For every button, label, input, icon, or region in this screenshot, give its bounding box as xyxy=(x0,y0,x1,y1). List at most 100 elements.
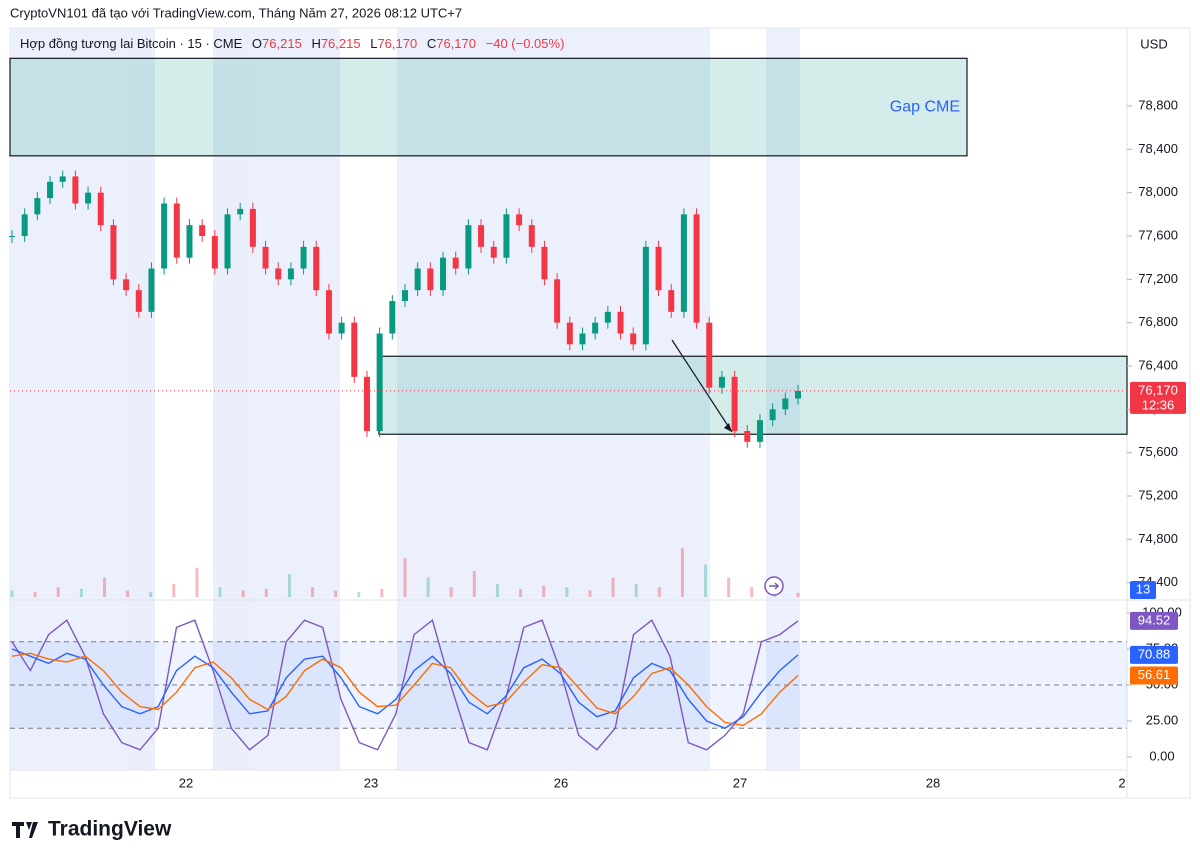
gap-box xyxy=(9,57,968,157)
legend: Hợp đồng tương lai Bitcoin · 15 · CME O7… xyxy=(20,36,564,51)
osc-line xyxy=(11,619,799,751)
candle xyxy=(693,214,700,323)
y-tick-label: 77,200 xyxy=(1138,271,1178,286)
x-tick-label: 22 xyxy=(179,775,193,790)
candle xyxy=(680,214,687,312)
candle xyxy=(161,203,168,269)
volume-bar xyxy=(380,588,384,597)
ohlc-value: 76,170 xyxy=(436,36,476,51)
candle xyxy=(47,181,54,199)
candle xyxy=(706,322,713,388)
candle xyxy=(795,390,801,399)
x-tick-label: 23 xyxy=(364,775,378,790)
candle xyxy=(59,176,66,182)
volume-bar xyxy=(172,584,176,597)
candle xyxy=(756,420,763,442)
candle xyxy=(668,290,675,312)
osc-tick-label: 25.00 xyxy=(1146,712,1179,727)
candle xyxy=(554,279,561,323)
zone-box xyxy=(378,355,1128,435)
y-tick-label: 74,800 xyxy=(1138,531,1178,546)
volume-badge xyxy=(1130,581,1156,599)
volume-bar xyxy=(634,584,638,597)
currency[interactable]: USD xyxy=(1140,36,1167,51)
candle xyxy=(516,214,523,226)
candle xyxy=(604,311,611,323)
candle xyxy=(617,311,624,334)
candle xyxy=(376,333,383,431)
candle xyxy=(579,333,586,345)
volume-bar xyxy=(10,590,14,597)
osc-badge xyxy=(1130,645,1178,664)
candle xyxy=(211,236,218,269)
osc-value-label: 70.88 xyxy=(1138,646,1171,661)
candle xyxy=(731,376,738,431)
candle xyxy=(313,246,320,291)
volume-bar xyxy=(657,587,661,597)
candle xyxy=(718,376,725,388)
change: −40 (−0.05%) xyxy=(486,36,565,51)
candle xyxy=(186,225,193,258)
candle xyxy=(566,322,573,345)
candle xyxy=(300,246,307,269)
volume-bar xyxy=(241,590,245,597)
session-band xyxy=(397,28,710,770)
candle xyxy=(21,214,28,236)
volume-bar xyxy=(311,587,315,597)
ohlc-value: 76,170 xyxy=(377,36,417,51)
volume-bar xyxy=(750,587,754,597)
candle xyxy=(97,192,104,226)
volume-label: 13 xyxy=(1136,581,1150,596)
y-tick-label: 78,400 xyxy=(1138,141,1178,156)
volume-bar xyxy=(357,592,361,597)
candle xyxy=(110,225,117,280)
arrow xyxy=(671,339,733,433)
volume-bar xyxy=(611,577,615,597)
candle xyxy=(123,279,130,291)
candle xyxy=(173,203,180,258)
candle xyxy=(72,176,79,204)
candle xyxy=(9,236,15,237)
volume-bar xyxy=(495,584,499,597)
candle xyxy=(465,225,472,269)
candle xyxy=(275,268,282,280)
y-tick-label: 76,800 xyxy=(1138,314,1178,329)
candle xyxy=(249,208,256,247)
candle xyxy=(769,409,776,421)
candle xyxy=(427,268,434,291)
candle xyxy=(744,431,751,442)
ohlc-key: H xyxy=(311,36,320,51)
volume-bar xyxy=(334,590,338,597)
volume-bar xyxy=(472,571,476,597)
candle xyxy=(630,333,637,345)
candle xyxy=(541,246,548,280)
volume-bar xyxy=(704,564,708,597)
ohlc-key: O xyxy=(252,36,262,51)
volume-bar xyxy=(796,592,800,597)
volume-bar xyxy=(727,577,731,597)
volume-bar xyxy=(264,588,268,597)
volume-bar xyxy=(449,587,453,597)
ohlc-value: 76,215 xyxy=(321,36,361,51)
session-band xyxy=(10,28,155,770)
countdown: 12:36 xyxy=(1142,397,1175,412)
candle xyxy=(287,268,294,280)
arrow-head xyxy=(724,423,732,432)
x-tick-label: 27 xyxy=(733,775,747,790)
candle xyxy=(440,257,447,291)
candle xyxy=(325,290,332,334)
logo-text: TradingView xyxy=(48,818,172,841)
volume-bar xyxy=(519,588,523,597)
volume-bar xyxy=(218,587,222,597)
x-tick-label: 28 xyxy=(926,775,940,790)
candle xyxy=(363,376,370,431)
osc-value-label: 94.52 xyxy=(1138,612,1171,627)
candle xyxy=(503,214,510,258)
volume-bar xyxy=(56,587,60,597)
volume-bar xyxy=(287,574,291,597)
volume-bar xyxy=(79,588,83,597)
last-price-badge xyxy=(1130,381,1186,414)
candle xyxy=(642,246,649,345)
candle xyxy=(135,290,142,312)
ohlc-value: 76,215 xyxy=(262,36,302,51)
